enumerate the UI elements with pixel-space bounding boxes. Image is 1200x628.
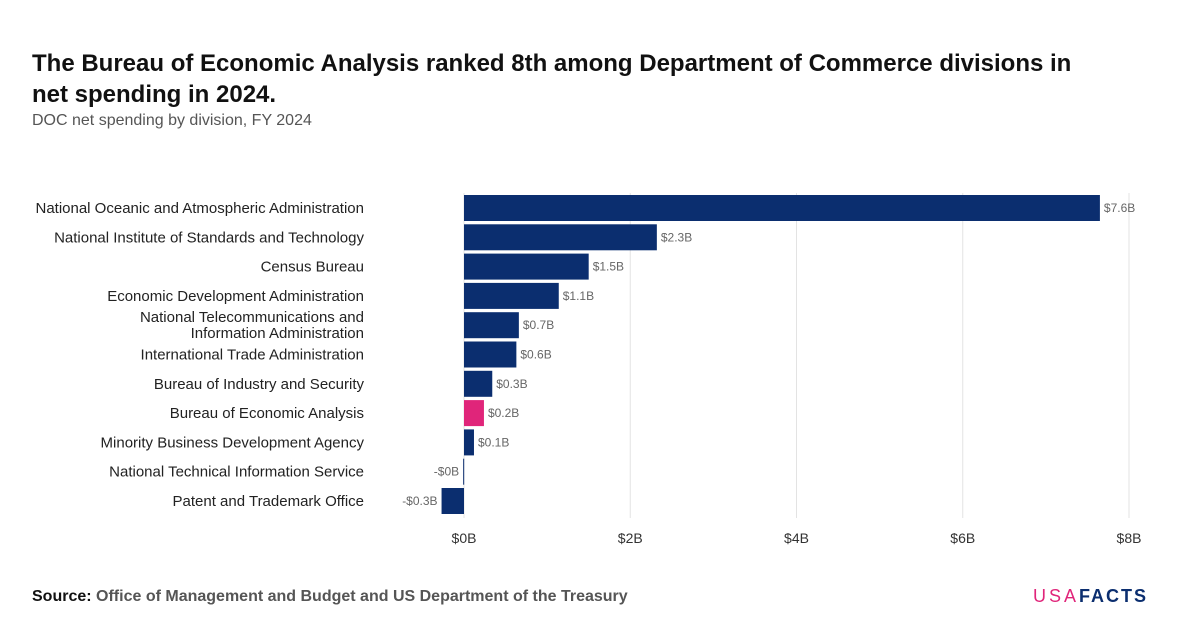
chart-subtitle: DOC net spending by division, FY 2024 (32, 112, 312, 129)
x-tick-label: $2B (618, 530, 643, 546)
bar (464, 341, 517, 368)
value-label: $7.6B (1104, 201, 1135, 215)
bars (441, 195, 1100, 514)
value-label: $0.7B (523, 318, 554, 332)
value-label: $1.5B (593, 260, 624, 274)
value-label: $0.6B (520, 348, 551, 362)
value-label: $2.3B (661, 230, 692, 244)
bar (464, 282, 559, 309)
value-labels: $7.6B $2.3B $1.5B $1.1B $0.7B $0.6B $0.3B $0.2B… (402, 201, 1135, 508)
category-label: Bureau of Industry and Security (154, 376, 365, 393)
value-label: $0.1B (478, 435, 509, 449)
source-note: Source: Office of Management and Budget … (32, 588, 628, 606)
value-label: $0.2B (488, 406, 519, 420)
category-labels: National Oceanic and Atmospheric Adminis… (35, 200, 364, 510)
value-label: -$0B (434, 465, 459, 479)
category-label: International Trade Administration (141, 347, 364, 364)
value-label: $1.1B (563, 289, 594, 303)
bar (463, 458, 465, 485)
x-tick-label: $8B (1117, 530, 1142, 546)
value-label: -$0.3B (402, 494, 437, 508)
category-label: National Oceanic and Atmospheric Adminis… (35, 200, 364, 217)
source-label: Source: (32, 588, 92, 605)
bar (464, 224, 657, 251)
category-label: National Technical Information Service (109, 464, 364, 481)
logo-usa: USA (1032, 586, 1079, 606)
usafacts-logo: USAFACTS (1033, 586, 1148, 607)
bar (464, 400, 484, 427)
category-label: National Telecommunications and Informati… (140, 309, 364, 342)
bar (464, 429, 474, 456)
bar (441, 488, 464, 514)
x-axis-ticks: $0B $2B $4B $6B $8B (452, 530, 1142, 546)
category-label: Patent and Trademark Office (173, 493, 365, 510)
bar (464, 253, 589, 280)
bar (464, 195, 1100, 221)
logo-facts: FACTS (1078, 586, 1148, 606)
category-label: Census Bureau (261, 259, 364, 276)
bar (464, 312, 519, 339)
category-label: Minority Business Development Agency (101, 434, 365, 451)
chart-title: The Bureau of Economic Analysis ranked 8… (32, 50, 1072, 108)
bar (464, 370, 493, 397)
category-label: National Institute of Standards and Tech… (54, 229, 364, 246)
x-tick-label: $0B (452, 530, 477, 546)
category-label: Bureau of Economic Analysis (170, 405, 364, 422)
source-text: Office of Management and Budget and US D… (96, 588, 628, 605)
category-label: Economic Development Administration (107, 288, 364, 305)
value-label: $0.3B (496, 377, 527, 391)
x-tick-label: $6B (950, 530, 975, 546)
x-tick-label: $4B (784, 530, 809, 546)
